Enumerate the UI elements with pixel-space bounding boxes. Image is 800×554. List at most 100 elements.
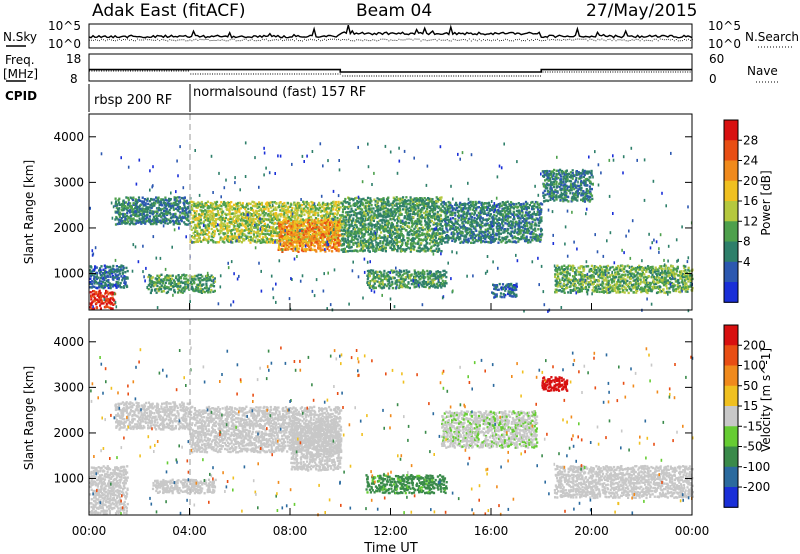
scatter-point bbox=[410, 279, 413, 282]
scatter-point bbox=[89, 286, 92, 289]
scatter-point bbox=[444, 214, 447, 218]
scatter-point bbox=[219, 215, 222, 218]
scatter-point bbox=[426, 210, 429, 213]
scatter-point bbox=[336, 212, 339, 215]
scatter-point bbox=[485, 223, 488, 226]
scatter-point bbox=[233, 203, 236, 207]
scatter-point bbox=[404, 241, 407, 245]
scatter-point bbox=[423, 211, 426, 215]
scatter-point bbox=[308, 227, 311, 231]
scatter-point bbox=[103, 284, 106, 287]
scatter-point bbox=[226, 213, 229, 216]
scatter-point bbox=[465, 230, 468, 234]
scatter-point bbox=[260, 221, 263, 225]
scatter-point bbox=[324, 215, 327, 218]
scatter-point bbox=[268, 204, 271, 208]
scatter-point bbox=[479, 215, 482, 219]
scatter-point bbox=[231, 235, 234, 238]
scatter-point bbox=[351, 235, 354, 239]
scatter-point bbox=[438, 275, 442, 278]
scatter-point bbox=[494, 217, 497, 220]
scatter-point bbox=[141, 215, 144, 219]
scatter-point bbox=[397, 228, 400, 231]
scatter-point bbox=[244, 205, 248, 209]
scatter-point bbox=[196, 230, 199, 233]
scatter-point bbox=[416, 233, 419, 236]
scatter-point bbox=[421, 197, 424, 200]
scatter-point bbox=[275, 234, 278, 238]
scatter-point bbox=[205, 276, 209, 279]
scatter-point bbox=[196, 286, 200, 289]
scatter-point bbox=[124, 275, 127, 279]
scatter-point bbox=[349, 225, 352, 228]
scatter-point bbox=[124, 217, 127, 220]
scatter-point bbox=[319, 246, 322, 249]
scatter-point bbox=[171, 277, 174, 280]
scatter-point bbox=[467, 237, 470, 241]
scatter-point bbox=[393, 247, 397, 251]
scatter-point bbox=[269, 201, 272, 204]
scatter-point bbox=[484, 230, 487, 233]
scatter-point bbox=[211, 219, 214, 222]
scatter-point bbox=[381, 207, 384, 211]
scatter-point bbox=[450, 220, 453, 223]
scatter-point bbox=[161, 220, 164, 223]
scatter-point bbox=[243, 238, 246, 242]
scatter-point bbox=[310, 218, 314, 221]
scatter-point bbox=[487, 211, 490, 214]
scatter-point bbox=[384, 250, 387, 253]
scatter-point bbox=[141, 196, 144, 199]
scatter-point bbox=[384, 277, 387, 280]
scatter-point bbox=[146, 216, 149, 219]
scatter-point bbox=[278, 230, 281, 234]
scatter-point bbox=[384, 246, 387, 249]
scatter-point bbox=[396, 206, 399, 209]
scatter-point bbox=[430, 283, 433, 286]
scatter-point bbox=[98, 300, 101, 304]
scatter-point bbox=[156, 220, 160, 223]
scatter-point bbox=[353, 226, 356, 230]
scatter-point bbox=[210, 202, 214, 205]
scatter-point bbox=[422, 276, 426, 280]
scatter-point bbox=[266, 201, 269, 204]
scatter-point bbox=[497, 224, 500, 228]
scatter-point bbox=[492, 215, 495, 218]
scatter-point bbox=[496, 220, 499, 223]
scatter-point bbox=[461, 231, 464, 235]
scatter-point bbox=[332, 212, 335, 216]
scatter-point bbox=[341, 233, 344, 236]
scatter-point bbox=[416, 241, 420, 245]
scatter-point bbox=[419, 222, 422, 225]
scatter-point bbox=[293, 202, 296, 205]
scatter-point bbox=[418, 201, 421, 204]
scatter-point bbox=[126, 222, 129, 225]
scatter-point bbox=[194, 288, 197, 291]
scatter-point bbox=[477, 216, 480, 219]
scatter-point bbox=[281, 209, 284, 213]
scatter-point bbox=[183, 196, 186, 199]
scatter-point bbox=[467, 201, 470, 205]
scatter-point bbox=[426, 205, 429, 208]
scatter-point bbox=[453, 228, 456, 231]
scatter-point bbox=[379, 240, 382, 243]
scatter-point bbox=[345, 214, 348, 217]
scatter-point bbox=[286, 208, 289, 211]
scatter-point bbox=[402, 237, 405, 240]
scatter-point bbox=[294, 241, 297, 244]
scatter-point bbox=[464, 221, 468, 224]
scatter-point bbox=[464, 202, 467, 206]
scatter-point bbox=[434, 235, 437, 238]
scatter-point bbox=[202, 283, 205, 286]
scatter-point bbox=[470, 215, 474, 219]
scatter-point bbox=[189, 240, 192, 244]
scatter-point bbox=[294, 234, 297, 237]
scatter-point bbox=[294, 231, 297, 234]
scatter-point bbox=[393, 239, 396, 243]
scatter-point bbox=[367, 222, 371, 225]
scatter-point bbox=[474, 200, 477, 204]
scatter-point bbox=[507, 207, 510, 211]
scatter-point bbox=[121, 271, 124, 275]
scatter-point bbox=[149, 209, 152, 212]
scatter-point bbox=[382, 240, 385, 243]
